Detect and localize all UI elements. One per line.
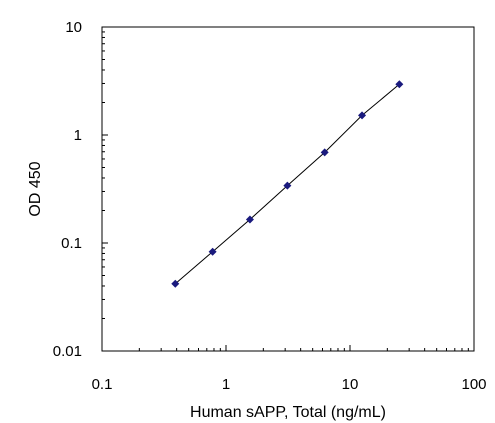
data-point: [208, 247, 217, 256]
data-point: [171, 279, 180, 288]
x-tick-label: 100: [461, 376, 486, 393]
x-axis-ticks: 0.1 1 10 100: [92, 345, 487, 393]
data-point: [245, 215, 254, 224]
minor-ticks: [102, 31, 469, 351]
x-tick-label: 1: [222, 376, 230, 393]
y-tick-label: 1: [74, 127, 82, 144]
data-point: [320, 148, 329, 157]
x-tick-label: 0.1: [92, 376, 113, 393]
data-point: [358, 111, 367, 120]
x-tick-label: 10: [342, 376, 359, 393]
y-axis-label: OD 450: [27, 161, 44, 216]
y-axis-ticks: 10 1 0.1 0.01: [53, 19, 108, 360]
y-tick-label: 0.1: [61, 235, 82, 252]
plot-frame: [101, 26, 475, 352]
data-point: [283, 181, 292, 190]
y-tick-label: 0.01: [53, 343, 82, 360]
data-point: [395, 80, 404, 89]
x-axis-label: Human sAPP, Total (ng/mL): [190, 404, 386, 421]
y-tick-label: 10: [65, 19, 82, 36]
data-points: [171, 80, 404, 288]
